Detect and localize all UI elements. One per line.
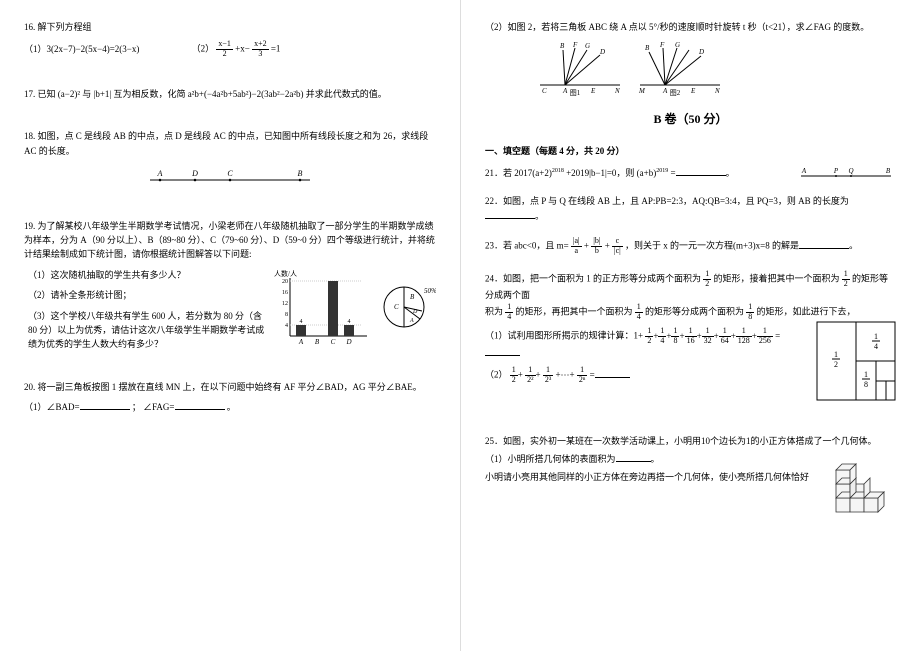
- question-18: 18. 如图，点 C 是线段 AB 的中点，点 D 是线段 AC 的中点，已知图…: [24, 129, 436, 190]
- svg-text:N: N: [614, 87, 620, 95]
- q19-sub1: （1）这次随机抽取的学生共有多少人？: [28, 268, 272, 282]
- svg-text:A: A: [801, 167, 807, 175]
- svg-text:A: A: [662, 87, 668, 95]
- svg-text:F: F: [659, 41, 665, 49]
- svg-text:B: B: [315, 338, 320, 346]
- q16-title: 16. 解下列方程组: [24, 20, 436, 34]
- svg-text:D: D: [698, 48, 704, 56]
- svg-text:图2: 图2: [670, 89, 681, 96]
- q20-figures: BFGD CAEN 图1 BFGD MAEN: [535, 40, 896, 96]
- svg-text:B: B: [298, 169, 303, 178]
- svg-text:D: D: [599, 48, 605, 56]
- q20-part2: （2）如图 2，若将三角板 ABC 绕 A 点以 5°/秒的速度顺时针旋转 t …: [485, 20, 896, 96]
- svg-text:C: C: [227, 169, 233, 178]
- blank-22: [485, 209, 535, 219]
- left-column: 16. 解下列方程组 （1）3(2x−7)−2(5x−4)=2(3−x) （2）…: [0, 0, 460, 651]
- svg-text:P: P: [833, 167, 839, 175]
- svg-text:D: D: [345, 338, 351, 346]
- svg-text:4: 4: [285, 323, 288, 329]
- blank-23: [799, 239, 849, 249]
- svg-text:M: M: [638, 87, 646, 95]
- question-16: 16. 解下列方程组 （1）3(2x−7)−2(5x−4)=2(3−x) （2）…: [24, 20, 436, 59]
- svg-text:D: D: [412, 309, 418, 315]
- svg-text:N: N: [714, 87, 720, 95]
- q18-figure: A D C B: [24, 168, 436, 190]
- svg-text:1: 1: [874, 332, 878, 341]
- svg-text:E: E: [590, 87, 596, 95]
- q25-figure: [830, 448, 896, 518]
- pie-chart: C B D A 50%: [380, 279, 436, 335]
- svg-text:12: 12: [282, 301, 288, 307]
- section-b-title: B 卷（50 分）: [485, 110, 896, 129]
- svg-text:A: A: [562, 87, 568, 95]
- svg-text:G: G: [675, 41, 680, 49]
- question-21: 21．若 2017(a+2)2018 +2019|b−1|=0，则 (a+b)2…: [485, 166, 896, 180]
- svg-text:G: G: [585, 42, 590, 50]
- svg-text:1: 1: [834, 350, 838, 359]
- q20-sub1: （1）∠BAD= ； ∠FAG= 。: [24, 400, 436, 414]
- svg-text:A: A: [298, 338, 304, 346]
- svg-text:B: B: [560, 42, 565, 50]
- svg-text:C: C: [542, 87, 547, 95]
- blank-24-2: [595, 368, 630, 378]
- svg-text:图1: 图1: [570, 89, 581, 96]
- svg-text:2: 2: [834, 360, 838, 369]
- svg-text:20: 20: [282, 279, 288, 285]
- blank-25: [616, 452, 651, 462]
- svg-text:4: 4: [348, 319, 351, 325]
- svg-text:A: A: [409, 318, 414, 324]
- svg-text:16: 16: [282, 290, 288, 296]
- svg-text:Q: Q: [848, 167, 853, 175]
- svg-text:F: F: [572, 41, 578, 49]
- svg-text:8: 8: [285, 312, 288, 318]
- q19-intro: 19. 为了解某校八年级学生半期数学考试情况，小梁老师在八年级随机抽取了一部分学…: [24, 219, 436, 262]
- question-20: 20. 将一副三角板按图 1 摆放在直线 MN 上，在以下问题中始终有 AF 平…: [24, 380, 436, 415]
- q20-text: 20. 将一副三角板按图 1 摆放在直线 MN 上，在以下问题中始终有 AF 平…: [24, 380, 436, 394]
- svg-text:1: 1: [864, 370, 868, 379]
- q19-charts: 人数/人 20 16 12 8 4 A B: [272, 268, 436, 346]
- question-24: 24．如图，把一个面积为 1 的正方形等分成两个面积为 12 的矩形，接着把其中…: [485, 270, 896, 406]
- svg-text:B: B: [886, 167, 891, 175]
- q18-text: 18. 如图，点 C 是线段 AB 的中点，点 D 是线段 AC 的中点，已知图…: [24, 129, 436, 158]
- svg-text:8: 8: [864, 380, 868, 389]
- question-25: 25．如图，实外初一某班在一次数学活动课上，小明用10个边长为1的小正方体搭成了…: [485, 434, 896, 485]
- fill-blank-title: 一、填空题（每题 4 分，共 20 分）: [485, 144, 896, 158]
- svg-text:E: E: [690, 87, 696, 95]
- svg-text:C: C: [331, 338, 336, 346]
- question-19: 19. 为了解某校八年级学生半期数学考试情况，小梁老师在八年级随机抽取了一部分学…: [24, 219, 436, 352]
- q21-figure: A P Q B: [796, 166, 896, 180]
- svg-text:D: D: [191, 169, 198, 178]
- q16-part2: （2） x−12 +x− x+23 =1: [192, 40, 281, 59]
- q19-sub3: （3）这个学校八年级共有学生 600 人，若分数为 80 分（含 80 分）以上…: [28, 309, 272, 352]
- question-22: 22．如图，点 P 与 Q 在线段 AB 上，且 AP:PB=2:3，AQ:QB…: [485, 194, 896, 223]
- question-17: 17. 已知 (a−2)² 与 |b+1| 互为相反数，化简 a²b+(−4a²…: [24, 87, 436, 101]
- q20-2-text: （2）如图 2，若将三角板 ABC 绕 A 点以 5°/秒的速度顺时针旋转 t …: [485, 20, 896, 34]
- right-column: （2）如图 2，若将三角板 ABC 绕 A 点以 5°/秒的速度顺时针旋转 t …: [460, 0, 920, 651]
- svg-text:4: 4: [300, 319, 303, 325]
- svg-text:B: B: [645, 44, 650, 52]
- blank-fag: [175, 400, 225, 410]
- blank-bad: [80, 400, 130, 410]
- question-23: 23．若 abc<0，且 m= |a|a + |b|b + c|c| ，则关于 …: [485, 237, 896, 256]
- svg-text:C: C: [394, 303, 399, 311]
- svg-text:人数/人: 人数/人: [274, 269, 297, 278]
- q24-figure: 14 12 18: [816, 321, 896, 405]
- blank-24-1: [485, 346, 520, 356]
- q19-sub2: （2）请补全条形统计图；: [28, 288, 272, 302]
- q25-text: 25．如图，实外初一某班在一次数学活动课上，小明用10个边长为1的小正方体搭成了…: [485, 434, 896, 448]
- q17-text: 17. 已知 (a−2)² 与 |b+1| 互为相反数，化简 a²b+(−4a²…: [24, 87, 436, 101]
- svg-text:50%: 50%: [424, 287, 436, 295]
- blank-21: [676, 166, 726, 176]
- bar-chart: 人数/人 20 16 12 8 4 A B: [272, 268, 372, 346]
- svg-text:A: A: [157, 169, 163, 178]
- q16-part1: （1）3(2x−7)−2(5x−4)=2(3−x): [24, 42, 139, 56]
- svg-text:4: 4: [874, 342, 878, 351]
- svg-text:B: B: [410, 293, 415, 301]
